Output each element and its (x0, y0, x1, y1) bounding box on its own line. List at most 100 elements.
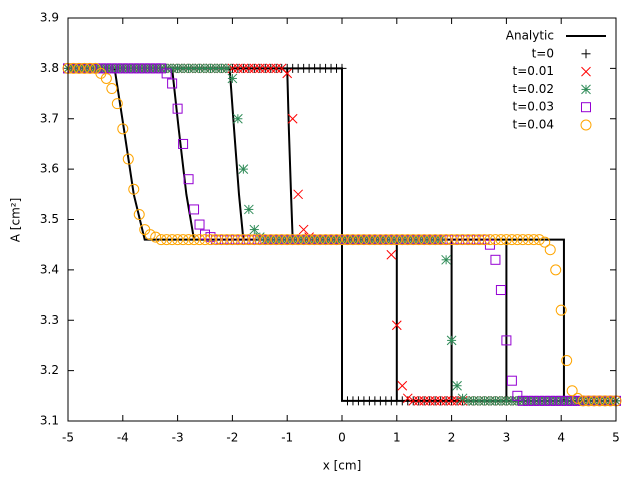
marker (144, 229, 156, 241)
x-tick-label: -5 (62, 431, 74, 445)
marker (287, 234, 299, 246)
marker (528, 395, 539, 406)
marker (490, 254, 501, 265)
y-tick-label: 3.8 (40, 61, 59, 75)
marker (451, 234, 463, 246)
marker (555, 304, 567, 316)
x-axis-label: x [cm] (323, 459, 362, 473)
marker (337, 63, 347, 73)
marker (188, 234, 200, 246)
marker (484, 234, 496, 246)
y-tick-label: 3.3 (40, 313, 59, 327)
x-tick-label: -4 (117, 431, 129, 445)
marker (380, 234, 392, 246)
marker (248, 234, 260, 246)
marker (123, 63, 134, 74)
marker (249, 224, 260, 235)
marker (150, 231, 162, 243)
marker (155, 234, 167, 246)
marker (100, 72, 112, 84)
marker (133, 208, 145, 220)
marker (84, 62, 96, 74)
marker (161, 68, 172, 79)
marker (221, 234, 233, 246)
marker (112, 63, 123, 74)
marker (106, 83, 118, 95)
legend-swatch (581, 84, 591, 95)
marker (500, 234, 512, 246)
marker (172, 103, 183, 114)
marker (561, 355, 573, 367)
marker (232, 234, 244, 246)
marker (413, 234, 425, 246)
x-tick-label: -1 (281, 431, 293, 445)
marker (407, 234, 419, 246)
marker (194, 234, 206, 246)
marker (128, 183, 140, 195)
marker (501, 335, 512, 346)
marker (544, 244, 556, 256)
x-tick-label: 2 (448, 431, 456, 445)
marker (183, 174, 194, 185)
marker (106, 63, 117, 74)
marker (533, 234, 545, 246)
marker (243, 204, 254, 215)
marker (325, 234, 337, 246)
marker (429, 234, 441, 246)
x-tick-label: 5 (612, 431, 620, 445)
legend-label: Analytic (506, 29, 554, 43)
marker (522, 234, 534, 246)
marker (572, 392, 584, 404)
marker (517, 395, 528, 406)
marker (139, 63, 150, 74)
legend-swatch (581, 102, 591, 113)
marker (446, 234, 458, 246)
marker (534, 395, 545, 406)
marker (386, 249, 397, 260)
marker (189, 204, 200, 215)
marker (298, 234, 310, 246)
legend-swatch (581, 66, 591, 77)
x-tick-label: 4 (557, 431, 565, 445)
marker (577, 395, 589, 407)
marker (259, 234, 271, 246)
marker (468, 234, 480, 246)
marker (363, 234, 375, 246)
marker (341, 234, 353, 246)
marker (402, 393, 413, 404)
marker (517, 234, 529, 246)
marker (385, 234, 397, 246)
marker (122, 153, 134, 165)
marker (528, 234, 540, 246)
x-tick-label: -3 (172, 431, 184, 445)
marker (506, 375, 517, 386)
marker (111, 98, 123, 110)
marker (265, 234, 277, 246)
marker (145, 63, 156, 74)
marker (489, 234, 501, 246)
marker (320, 234, 332, 246)
marker (150, 63, 161, 74)
marker (243, 234, 255, 246)
marker (128, 63, 139, 74)
marker (156, 63, 167, 74)
marker (402, 234, 414, 246)
marker (566, 385, 578, 397)
marker (441, 254, 451, 265)
marker (134, 63, 145, 74)
y-axis-label: A [cm²] (9, 198, 23, 242)
legend-label: t=0.01 (513, 64, 554, 78)
marker (457, 234, 469, 246)
marker (506, 234, 518, 246)
x-tick-label: 1 (393, 431, 401, 445)
marker (95, 63, 106, 74)
marker (369, 234, 381, 246)
marker (396, 234, 408, 246)
y-tick-label: 3.9 (40, 11, 59, 25)
x-tick-label: 0 (338, 431, 346, 445)
marker (183, 234, 195, 246)
marker (418, 234, 430, 246)
marker (298, 224, 309, 235)
marker (78, 62, 90, 74)
marker (204, 234, 216, 246)
